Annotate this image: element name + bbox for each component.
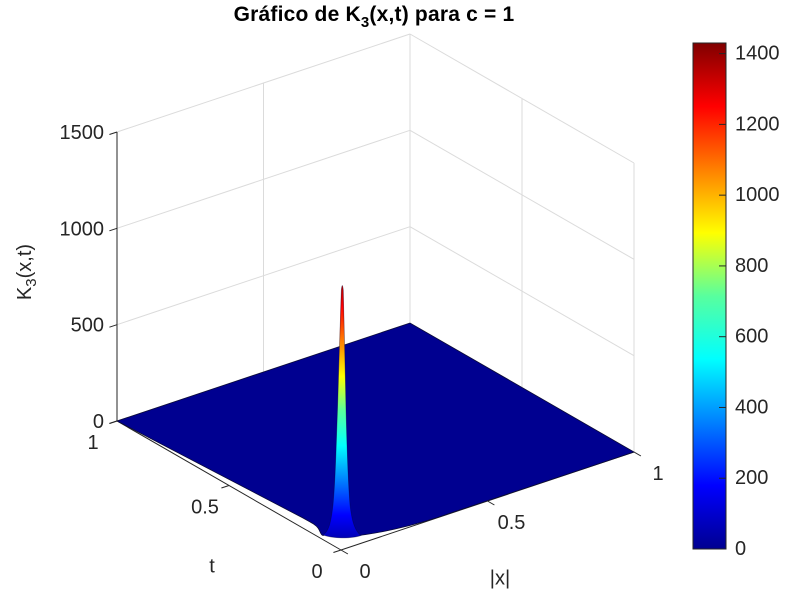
x-axis-label: |x| [489, 567, 511, 590]
title-text-rest: (x,t) para c = 1 [369, 3, 515, 26]
colorbar-tick-label: 600 [735, 326, 768, 348]
z-tick [109, 227, 118, 232]
t-tick-label: 1 [87, 432, 98, 454]
t-tick-label: 0.5 [191, 497, 219, 519]
z-tick-label: 1000 [60, 218, 105, 240]
z-axis-label: K3(x,t) [14, 243, 40, 301]
x-tick-label: 0 [359, 561, 370, 583]
title-subscript: 3 [360, 14, 370, 31]
t-tick-label: 0 [311, 561, 322, 583]
z-tick [109, 131, 118, 135]
x-tick-label: 0.5 [498, 512, 526, 534]
t-axis-label: t [209, 555, 215, 578]
z-tick-label: 500 [71, 315, 104, 337]
plot-title: Gráfico de K3(x,t) para c = 1 [234, 3, 515, 31]
x-tick [340, 549, 349, 555]
colorbar-tick-label: 1400 [735, 43, 780, 65]
colorbar-tick-label: 1000 [735, 184, 780, 206]
x-tick-label: 1 [652, 463, 663, 485]
x-tick [487, 500, 495, 506]
t-tick [109, 420, 118, 424]
axis-tick-labels: 0 500 1000 1500 1 0.5 0 0 0.5 1 [60, 122, 664, 583]
x-tick [633, 451, 642, 457]
colorbar-tick-label: 0 [735, 538, 746, 560]
colorbar-tick-label: 400 [735, 396, 768, 418]
colorbar-tick-label: 200 [735, 467, 768, 489]
colorbar-tick-label: 800 [735, 255, 768, 277]
colorbar: 0 200 400 600 800 1000 1200 1400 [692, 42, 780, 560]
wall-gridlines [116, 33, 635, 453]
z-tick [109, 324, 118, 328]
axis-ticks [109, 131, 642, 555]
t-tick [221, 485, 230, 489]
z-tick-label: 0 [93, 411, 104, 433]
surface-peak-spike [322, 285, 362, 539]
z-tick-label: 1500 [60, 122, 105, 144]
title-text: Gráfico de K [233, 3, 361, 26]
colorbar-tick-label: 1200 [735, 113, 780, 135]
colorbar-gradient [692, 42, 727, 550]
t-tick [333, 549, 342, 553]
